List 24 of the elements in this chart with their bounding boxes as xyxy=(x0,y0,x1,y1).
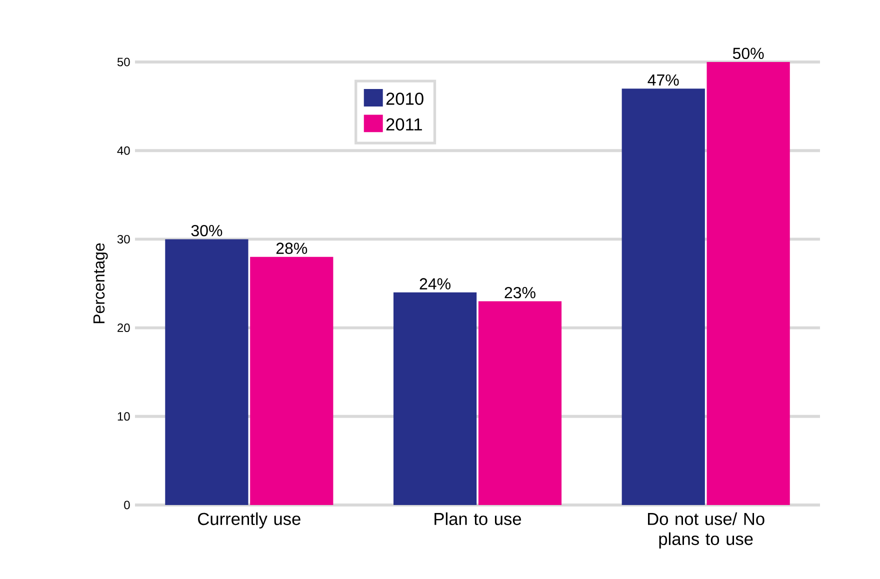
data-label: 50% xyxy=(732,48,764,60)
data-label: 24% xyxy=(420,278,450,290)
data-label: 23% xyxy=(504,286,536,298)
y-tick-label: 30 xyxy=(117,234,130,244)
bar xyxy=(250,256,334,505)
y-tick-label: 40 xyxy=(117,146,130,155)
bar xyxy=(165,239,248,505)
x-tick-label: Plan to use xyxy=(434,512,522,526)
data-label: 30% xyxy=(191,224,222,236)
bar xyxy=(706,62,790,505)
y-tick-label: 10 xyxy=(118,412,130,421)
bar xyxy=(478,301,562,505)
x-tick-label: Currently use xyxy=(198,512,300,529)
y-axis-title: Percentage xyxy=(93,243,108,324)
data-label: 28% xyxy=(276,242,308,254)
x-tick-label: Do not use/ No plans to use xyxy=(648,512,764,549)
legend-label: 2010 xyxy=(386,92,424,105)
legend-label: 2011 xyxy=(386,118,422,131)
y-tick-label: 50 xyxy=(117,58,130,66)
y-tick-label: 20 xyxy=(118,324,130,332)
bar xyxy=(393,292,477,505)
bar xyxy=(622,88,705,505)
data-label: 47% xyxy=(648,74,679,86)
y-tick-label: 0 xyxy=(124,500,130,510)
